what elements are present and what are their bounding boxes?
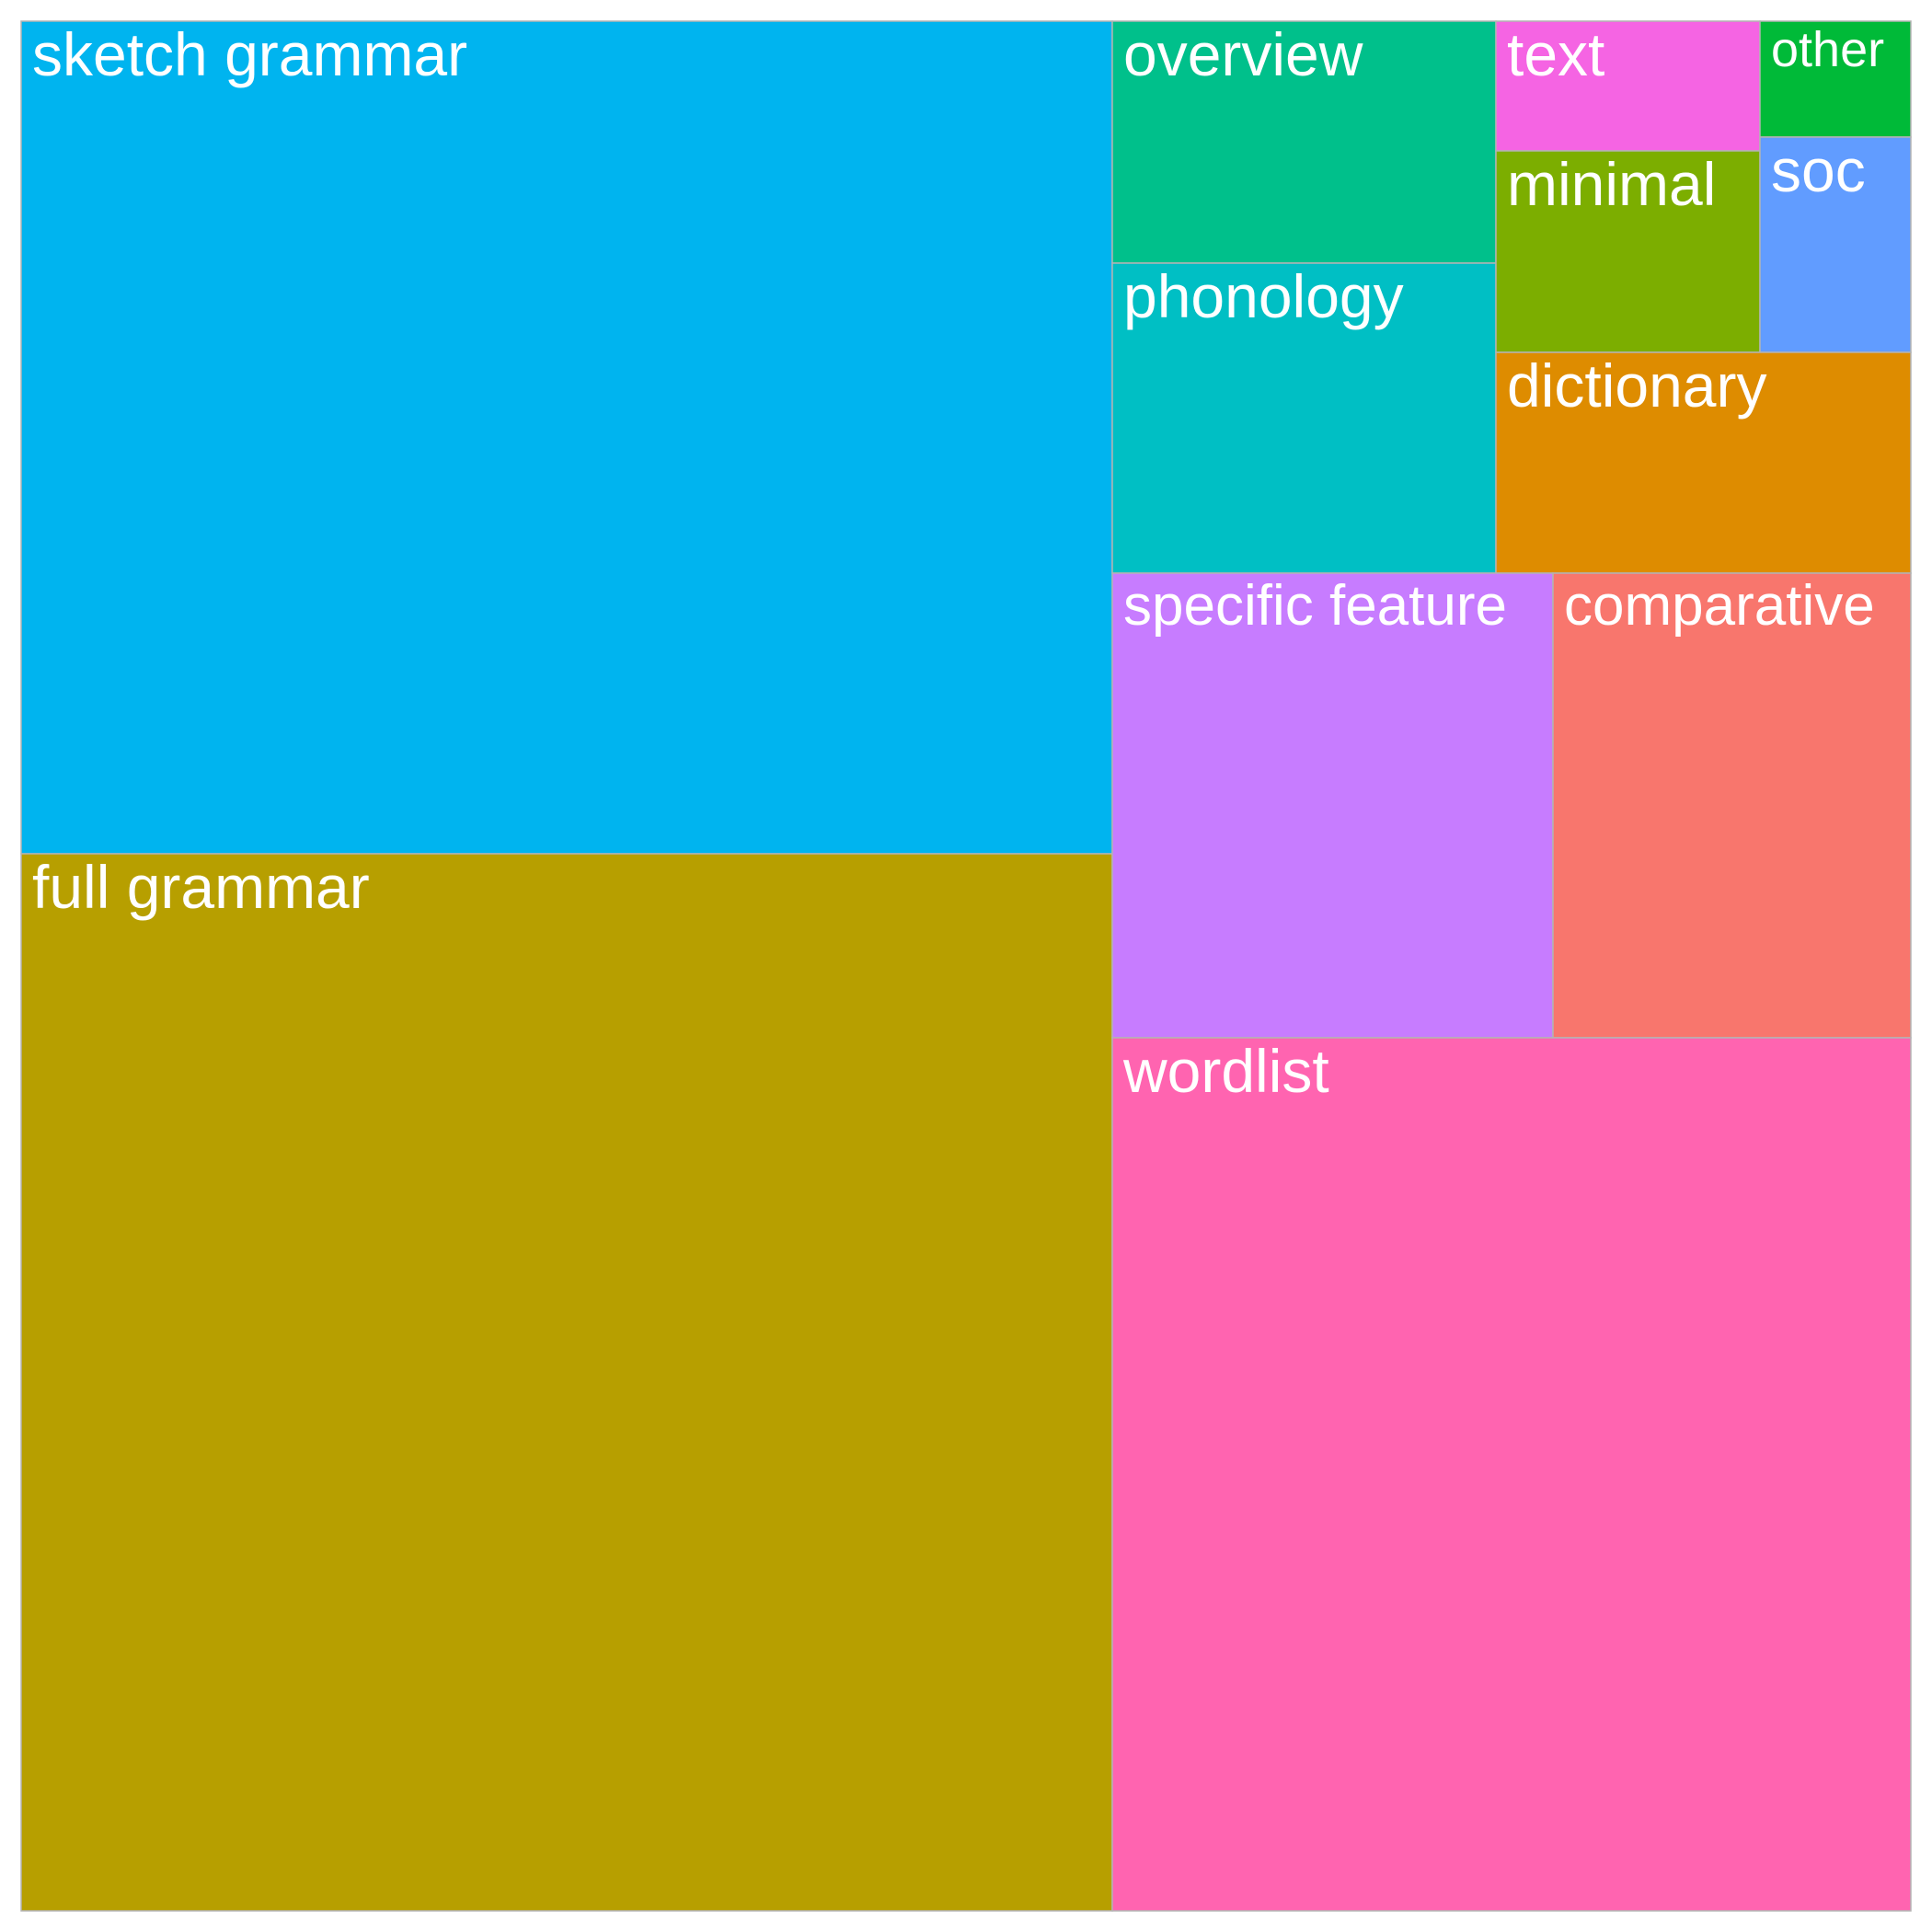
tile-rect-comparative: [1552, 572, 1912, 1039]
tile-rect-phonology: [1111, 262, 1497, 574]
tile-label-sketch-grammar: sketch grammar: [32, 20, 467, 88]
tile-text: text: [1495, 20, 1761, 152]
tile-soc: soc: [1759, 136, 1912, 353]
tile-rect-sketch-grammar: [20, 20, 1113, 855]
tile-rect-specific-feature: [1111, 572, 1554, 1039]
tile-minimal: minimal: [1495, 150, 1761, 353]
tile-rect-text: [1495, 20, 1761, 152]
tile-label-soc: soc: [1771, 136, 1866, 204]
tile-rect-dictionary: [1495, 351, 1912, 574]
tile-rect-full-grammar: [20, 853, 1113, 1912]
tile-comparative: comparative: [1552, 572, 1912, 1039]
tile-label-specific-feature: specific feature: [1123, 574, 1507, 638]
tile-label-other: other: [1771, 22, 1884, 77]
treemap-tiles: sketch grammar full grammar overview phonol…: [20, 20, 1912, 1912]
tile-overview: overview: [1111, 20, 1497, 264]
tile-rect-minimal: [1495, 150, 1761, 353]
tile-label-full-grammar: full grammar: [32, 853, 370, 921]
tile-other: other: [1759, 20, 1912, 138]
tile-phonology: phonology: [1111, 262, 1497, 574]
tile-wordlist: wordlist: [1111, 1037, 1912, 1912]
tile-sketch-grammar: sketch grammar: [20, 20, 1113, 855]
tile-full-grammar: full grammar: [20, 853, 1113, 1912]
tile-label-wordlist: wordlist: [1122, 1037, 1329, 1105]
tile-specific-feature: specific feature: [1111, 572, 1554, 1039]
tile-rect-overview: [1111, 20, 1497, 264]
tile-rect-wordlist: [1111, 1037, 1912, 1912]
tile-dictionary: dictionary: [1495, 351, 1912, 574]
tile-label-comparative: comparative: [1564, 574, 1875, 638]
tile-label-phonology: phonology: [1123, 262, 1404, 330]
tile-label-dictionary: dictionary: [1507, 351, 1766, 420]
tile-label-minimal: minimal: [1507, 150, 1716, 218]
tile-label-overview: overview: [1123, 20, 1363, 88]
tile-label-text: text: [1507, 20, 1604, 88]
